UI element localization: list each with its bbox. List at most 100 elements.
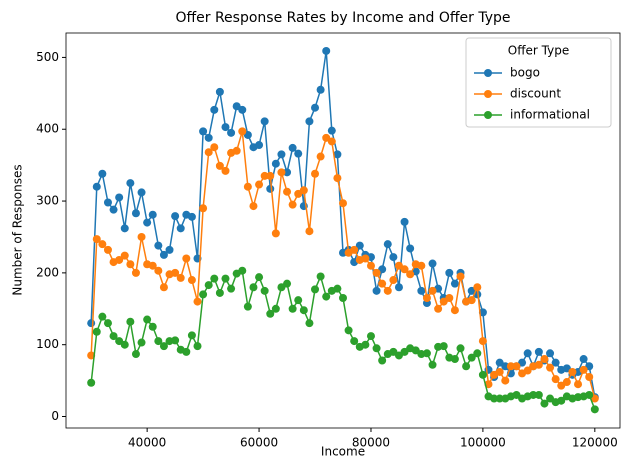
data-point xyxy=(199,290,208,299)
data-point xyxy=(199,204,208,213)
data-point xyxy=(299,306,308,315)
data-point xyxy=(215,161,224,170)
data-point xyxy=(238,127,247,136)
data-point xyxy=(478,308,487,317)
data-point xyxy=(131,268,140,277)
data-point xyxy=(406,270,415,279)
data-point xyxy=(428,286,437,295)
data-point xyxy=(137,232,146,241)
data-point xyxy=(361,340,370,349)
data-point xyxy=(534,360,543,369)
y-tick-label: 500 xyxy=(36,50,59,64)
data-point xyxy=(266,309,275,318)
data-point xyxy=(501,376,510,385)
data-point xyxy=(232,146,241,155)
x-tick-label: 100000 xyxy=(460,436,506,450)
data-point xyxy=(400,265,409,274)
data-point xyxy=(92,182,101,191)
data-point xyxy=(406,244,415,253)
data-point xyxy=(422,349,431,358)
data-point xyxy=(311,103,320,112)
data-point xyxy=(187,276,196,285)
data-point xyxy=(311,285,320,294)
data-point xyxy=(568,367,577,376)
data-point xyxy=(383,240,392,249)
data-point xyxy=(389,253,398,262)
data-point xyxy=(361,254,370,263)
data-point xyxy=(126,179,135,188)
data-point xyxy=(154,241,163,250)
data-point xyxy=(204,133,213,142)
data-point xyxy=(283,187,292,196)
data-point xyxy=(148,322,157,331)
data-point xyxy=(523,366,532,375)
data-point xyxy=(333,284,342,293)
data-point xyxy=(473,349,482,358)
data-point xyxy=(148,210,157,219)
data-point xyxy=(450,279,459,288)
data-point xyxy=(316,85,325,94)
data-point xyxy=(210,143,219,152)
data-point xyxy=(271,304,280,313)
data-point xyxy=(378,279,387,288)
data-point xyxy=(316,272,325,281)
data-point xyxy=(495,394,504,403)
data-point xyxy=(540,355,549,364)
data-point xyxy=(495,367,504,376)
data-point xyxy=(450,306,459,315)
data-point xyxy=(171,336,180,345)
data-point xyxy=(333,174,342,183)
data-point xyxy=(579,355,588,364)
data-point xyxy=(305,319,314,328)
data-point xyxy=(551,375,560,384)
legend-label: informational xyxy=(510,108,590,122)
data-point xyxy=(462,362,471,371)
data-point xyxy=(103,198,112,207)
data-point xyxy=(260,117,269,126)
data-point xyxy=(87,319,96,328)
data-point xyxy=(417,286,426,295)
data-point xyxy=(562,378,571,387)
data-point xyxy=(456,344,465,353)
data-point xyxy=(243,182,252,191)
data-point xyxy=(148,261,157,270)
data-point xyxy=(154,337,163,346)
data-point xyxy=(339,294,347,303)
data-point xyxy=(590,405,599,414)
data-point xyxy=(534,390,543,399)
data-point xyxy=(204,148,213,157)
y-tick-label: 0 xyxy=(51,409,59,423)
x-tick-label: 60000 xyxy=(240,436,278,450)
data-point xyxy=(450,355,459,364)
data-point xyxy=(199,127,208,136)
data-point xyxy=(204,281,213,290)
data-point xyxy=(115,193,124,202)
data-point xyxy=(305,117,314,126)
data-point xyxy=(478,337,487,346)
y-tick-label: 100 xyxy=(36,337,59,351)
data-point xyxy=(383,286,392,295)
x-tick-label: 120000 xyxy=(572,436,618,450)
data-point xyxy=(182,254,191,263)
data-point xyxy=(540,399,549,408)
data-point xyxy=(255,141,264,150)
data-point xyxy=(417,261,426,270)
data-point xyxy=(299,186,308,195)
data-point xyxy=(143,218,152,227)
data-point xyxy=(350,245,359,254)
y-tick-label: 300 xyxy=(36,194,59,208)
data-point xyxy=(579,365,588,374)
data-point xyxy=(283,279,292,288)
data-point xyxy=(551,358,560,367)
data-point xyxy=(171,268,180,277)
data-point xyxy=(372,286,381,295)
data-point xyxy=(159,283,168,292)
data-point xyxy=(193,342,202,351)
data-point xyxy=(210,105,219,114)
data-point xyxy=(378,356,387,365)
data-point xyxy=(137,338,146,347)
data-point xyxy=(546,349,555,358)
data-point xyxy=(585,390,594,399)
data-point xyxy=(98,240,107,249)
